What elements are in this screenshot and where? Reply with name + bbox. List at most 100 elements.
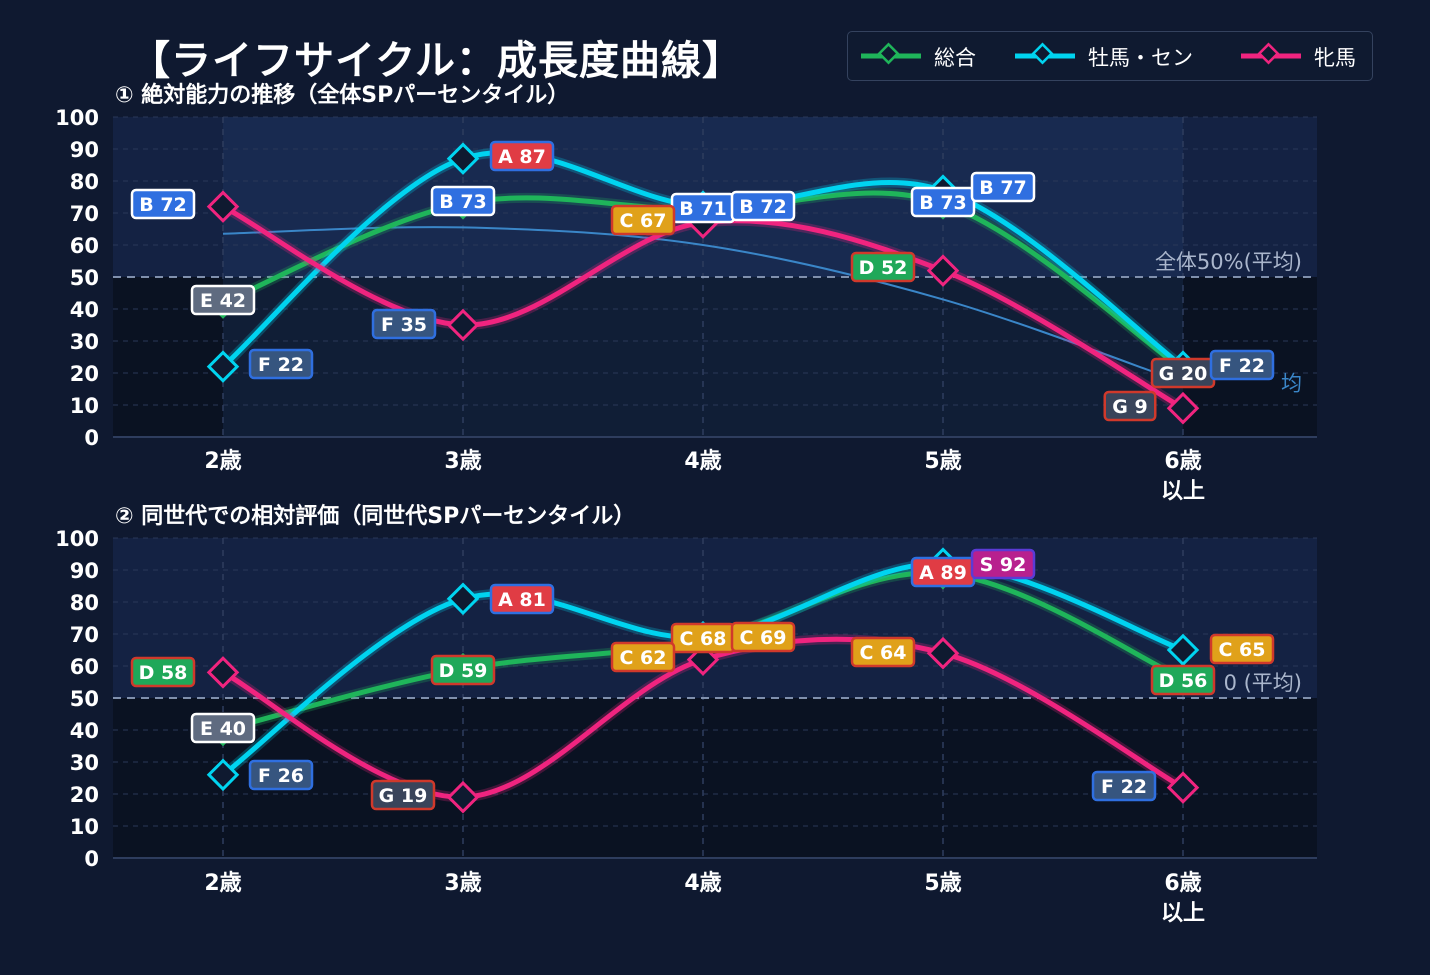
data-label: D 56 <box>1159 670 1208 692</box>
data-marker <box>446 308 480 342</box>
data-label: B 73 <box>919 192 967 214</box>
data-label-badge: G 20 <box>1150 357 1216 389</box>
badge-box <box>370 779 436 811</box>
data-label-badge: A 87 <box>489 140 555 172</box>
badge-box <box>850 636 916 668</box>
reference-label: 全体50%(平均) <box>1155 250 1302 274</box>
data-marker <box>446 780 480 814</box>
data-label-badge: D 59 <box>430 654 496 686</box>
chart-title: 【ライフサイクル：成長度曲線】 <box>130 38 743 84</box>
data-label: G 19 <box>379 785 428 807</box>
badge-box <box>610 641 676 673</box>
data-label-badge: F 22 <box>248 348 314 380</box>
x-tick-label: 以上 <box>1161 479 1205 504</box>
data-label: C 65 <box>1219 639 1266 661</box>
badge-box <box>730 621 796 653</box>
data-marker <box>1166 771 1200 804</box>
badge-box <box>190 284 256 316</box>
data-label-badge: G 19 <box>370 779 436 811</box>
chart-panel-1: ① 絶対能力の推移（全体SPパーセンタイル） 0 10 20 30 40 50 60 70 80 9… <box>55 82 1317 504</box>
data-label: B 77 <box>979 177 1027 199</box>
data-label: D 52 <box>859 257 908 279</box>
data-label-badge: E 42 <box>190 284 256 316</box>
legend-markers <box>861 42 1301 65</box>
y-tick-label: 30 <box>70 751 99 775</box>
badge-box <box>1150 664 1216 696</box>
data-label: B 73 <box>439 191 487 213</box>
chart-panel-2: ② 同世代での相対評価（同世代SPパーセンタイル） 0 10 20 30 40 50 60 70… <box>55 503 1317 926</box>
badge-box <box>190 712 256 744</box>
data-label: G 9 <box>1112 396 1147 418</box>
data-label-badge: C 69 <box>730 621 796 653</box>
y-tick-label: 100 <box>55 106 99 130</box>
data-label: F 22 <box>258 354 304 376</box>
data-label: D 59 <box>439 660 488 682</box>
badge-box <box>248 759 314 791</box>
y-tick-label: 70 <box>70 202 99 226</box>
data-label: E 40 <box>200 718 246 740</box>
data-label-badge: D 52 <box>850 251 916 283</box>
badge-box <box>910 186 976 218</box>
data-label-badge: B 72 <box>130 188 196 220</box>
badge-box <box>1209 349 1275 381</box>
data-label-badge: S 92 <box>970 548 1036 580</box>
data-label: F 22 <box>1219 355 1265 377</box>
x-tick-label: 5歳 <box>924 449 961 474</box>
data-label-badge: A 81 <box>489 583 555 615</box>
data-label: S 92 <box>980 554 1027 576</box>
x-tick-label: 6歳 <box>1164 871 1201 896</box>
badge-box <box>130 656 196 688</box>
data-label-badge: C 67 <box>610 204 676 236</box>
legend-marker-male <box>1031 42 1054 65</box>
reference-label: 0 (平均) <box>1224 671 1302 695</box>
badge-box <box>489 583 555 615</box>
x-tick-label: 3歳 <box>444 449 481 474</box>
badge-box <box>970 548 1036 580</box>
data-label-badge: B 71 <box>670 192 736 224</box>
x-tick-label: 3歳 <box>444 871 481 896</box>
legend-marker-female <box>1257 42 1280 65</box>
data-marker <box>206 758 240 792</box>
y-tick-label: 60 <box>70 234 99 258</box>
badge-box <box>371 308 437 340</box>
plot-bg-upper <box>113 538 1317 698</box>
data-marker <box>926 636 960 670</box>
x-tick-label: 6歳 <box>1164 449 1201 474</box>
data-label-badge: G 9 <box>1103 390 1157 422</box>
data-marker <box>446 582 480 616</box>
data-label: C 67 <box>620 210 667 232</box>
badge-box <box>1209 633 1275 665</box>
y-tick-label: 20 <box>70 362 99 386</box>
data-label-badge: C 64 <box>850 636 916 668</box>
y-tick-label: 50 <box>70 687 99 711</box>
badge-box <box>489 140 555 172</box>
y-tick-label: 100 <box>55 527 99 551</box>
legend: 総合 牡馬・セン 牝馬 <box>847 31 1373 81</box>
data-label: B 72 <box>139 194 187 216</box>
x-tick-label: 2歳 <box>204 871 241 896</box>
data-marker <box>926 254 960 287</box>
data-label-badge: C 68 <box>670 622 736 654</box>
data-label-badge: F 26 <box>248 759 314 791</box>
badge-box <box>430 185 496 217</box>
badge-box <box>970 171 1036 203</box>
y-tick-label: 20 <box>70 783 99 807</box>
data-marker <box>206 656 240 689</box>
y-tick-label: 90 <box>70 559 99 583</box>
data-label: C 62 <box>620 647 667 669</box>
badge-box <box>850 251 916 283</box>
data-label: C 68 <box>680 628 727 650</box>
y-tick-label: 60 <box>70 655 99 679</box>
data-label: F 35 <box>381 314 427 336</box>
badge-box <box>130 188 196 220</box>
y-tick-label: 50 <box>70 266 99 290</box>
data-label-badge: F 35 <box>371 308 437 340</box>
data-label: G 20 <box>1159 363 1208 385</box>
average-label: 均 <box>1281 372 1302 396</box>
legend-label-total: 総合 <box>934 46 976 70</box>
data-marker <box>1166 633 1200 667</box>
data-label: D 58 <box>139 662 188 684</box>
y-tick-label: 80 <box>70 170 99 194</box>
legend-label-male: 牡馬・セン <box>1088 46 1193 70</box>
